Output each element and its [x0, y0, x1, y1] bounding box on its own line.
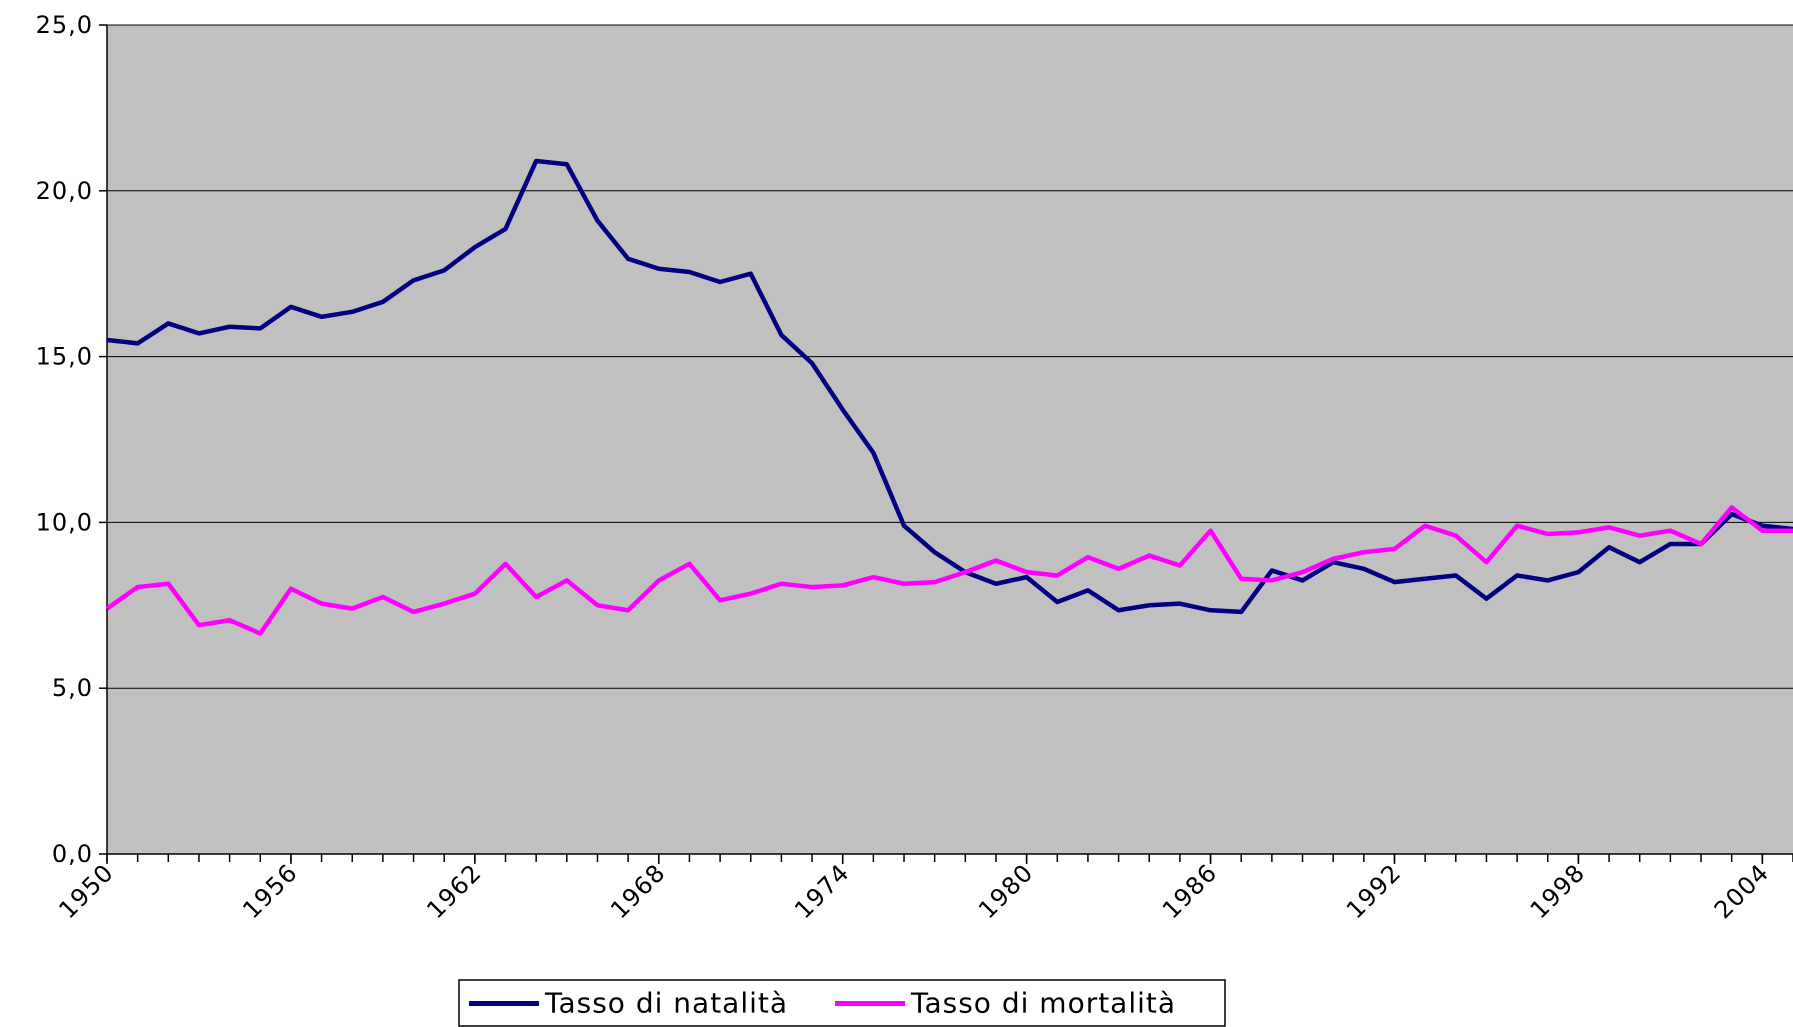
x-tick-label: 1974	[789, 858, 855, 924]
x-tick-label: 1998	[1525, 858, 1591, 924]
y-tick-label: 5,0	[52, 674, 93, 702]
series-line	[106, 158, 1793, 615]
legend-label: Tasso di mortalità	[910, 987, 1176, 1020]
y-tick-label: 15,0	[36, 343, 93, 371]
x-tick-label: 1956	[237, 858, 303, 924]
x-tick-label: 1992	[1341, 858, 1407, 924]
x-tick-label: 1968	[605, 858, 671, 924]
x-tick-label: 2004	[1709, 858, 1775, 924]
y-tick-label: 25,0	[36, 11, 93, 39]
legend-label: Tasso di natalità	[544, 987, 788, 1020]
series-line	[105, 505, 1793, 636]
y-tick-label: 10,0	[36, 508, 93, 536]
x-tick-label: 1962	[421, 858, 487, 924]
x-tick-label: 1986	[1157, 858, 1223, 924]
y-tick-label: 20,0	[36, 177, 93, 205]
x-tick-label: 1950	[53, 858, 119, 924]
y-tick-label: 0,0	[52, 840, 93, 868]
x-tick-label: 1980	[973, 858, 1039, 924]
plot-area	[107, 25, 1793, 854]
